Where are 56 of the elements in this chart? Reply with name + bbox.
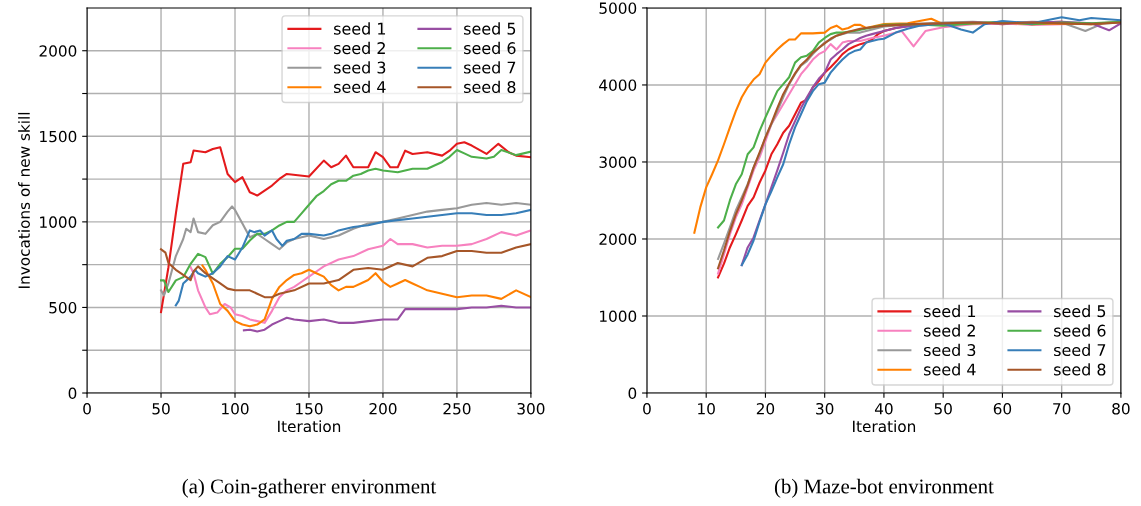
legend-label: seed 8 [464, 80, 516, 94]
y-tick-label: 2000 [39, 45, 77, 57]
y-tick-label: 4000 [599, 79, 637, 91]
x-tick-label: 70 [1053, 403, 1071, 415]
y-tick-label: 0 [628, 387, 637, 400]
legend-label: seed 5 [464, 22, 516, 35]
legend-label: seed 4 [924, 363, 976, 376]
x-tick-label: 50 [152, 403, 170, 415]
x-tick-label: 50 [934, 403, 952, 415]
legend-label: seed 6 [464, 41, 516, 55]
legend-label: seed 1 [334, 22, 386, 35]
y-tick-label: 5000 [599, 2, 637, 14]
y-tick-label: 1000 [40, 216, 77, 228]
x-tick-label: 0 [83, 403, 91, 415]
y-tick-label: 1000 [600, 310, 637, 323]
x-tick-label: 30 [816, 403, 834, 415]
line-series [174, 208, 531, 307]
x-tick-label: 100 [222, 403, 249, 415]
legend-label: seed 8 [1054, 363, 1106, 376]
y-tick-label: 2000 [599, 233, 637, 246]
y-tick-label: 1500 [40, 130, 77, 143]
x-tick-label: 40 [874, 403, 893, 415]
x-tick-label: 150 [296, 403, 323, 415]
x-tick-label: 300 [517, 403, 545, 415]
y-tick-label: 0 [68, 387, 77, 400]
x-tick-label: 80 [1112, 403, 1130, 415]
y-tick-label: 3000 [599, 156, 637, 168]
line-series [159, 148, 531, 294]
y-axis-title: Invocations of new skill [18, 112, 30, 288]
x-tick-label: 20 [756, 403, 775, 415]
x-tick-label: 60 [993, 403, 1012, 415]
legend-label: seed 2 [334, 41, 385, 55]
x-tick-label: 10 [698, 403, 715, 415]
y-tick-label: 500 [49, 301, 77, 314]
text: (b) Maze-bot environment [774, 478, 994, 498]
x-tick-label: 250 [443, 403, 471, 415]
line-series [159, 202, 531, 297]
text: (a) Coin-gatherer environment [182, 478, 437, 498]
line-series [242, 304, 531, 333]
x-tick-label: 0 [643, 403, 651, 415]
legend-label: seed 7 [464, 61, 516, 74]
x-axis-title: Iteration [278, 420, 341, 433]
legend-label: seed 6 [1054, 324, 1106, 337]
x-axis-title: Iteration [853, 420, 916, 433]
line-series [189, 229, 531, 324]
x-tick-label: 200 [369, 403, 397, 415]
legend-label: seed 5 [1054, 304, 1106, 318]
legend-label: seed 2 [924, 324, 975, 337]
legend-label: seed 3 [334, 61, 386, 74]
legend-label: seed 1 [924, 304, 976, 318]
line-series [159, 141, 531, 314]
legend-label: seed 4 [334, 80, 386, 94]
line-series [201, 264, 531, 328]
legend-label: seed 7 [1054, 343, 1106, 357]
legend-label: seed 3 [924, 343, 976, 357]
line-series [159, 243, 531, 299]
